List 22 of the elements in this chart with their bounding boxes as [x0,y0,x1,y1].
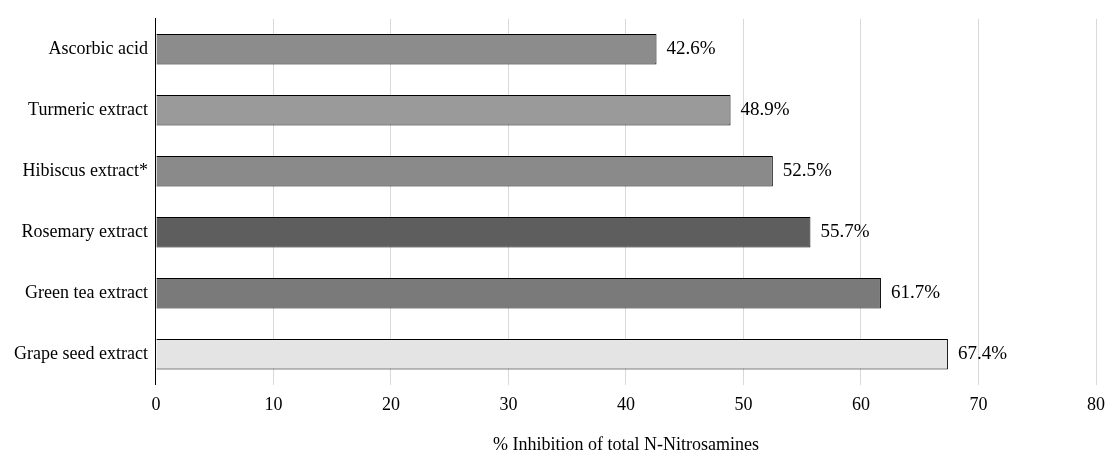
x-tick-label: 40 [616,394,635,415]
data-label: 67.4% [957,342,1008,364]
x-tick-label: 60 [851,394,870,415]
y-tick-label: Grape seed extract [14,343,148,364]
y-tick-label: Hibiscus extract* [22,160,148,181]
x-axis-title: % Inhibition of total N-Nitrosamines [492,433,759,454]
x-tick-label: 20 [381,394,400,415]
x-tick-label: 80 [1087,394,1105,415]
y-tick-label: Ascorbic acid [48,38,148,59]
x-tick-label: 0 [151,394,161,415]
x-tick-label: 10 [264,394,283,415]
data-label: 52.5% [782,159,833,181]
y-tick-label: Turmeric extract [28,99,148,120]
data-label: 48.9% [740,98,790,120]
y-tick-label: Green tea extract [25,282,148,303]
data-label: 61.7% [890,281,941,303]
data-label: 42.6% [666,37,716,59]
x-tick-label: 50 [734,394,753,415]
data-label: 55.7% [820,220,870,242]
y-tick-label: Rosemary extract [21,221,148,242]
x-tick-label: 30 [499,394,518,415]
x-tick-label: 70 [969,394,988,415]
